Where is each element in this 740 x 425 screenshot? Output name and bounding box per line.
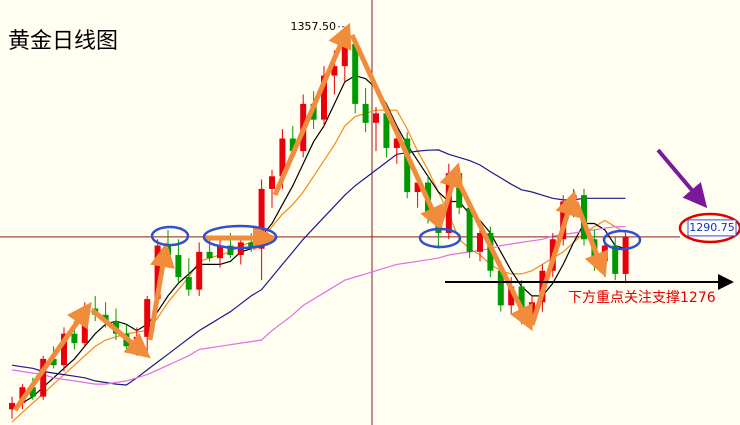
candle-body	[19, 387, 26, 403]
moving-average-line	[11, 226, 626, 385]
high-label: 1357.50	[291, 20, 337, 33]
candle-body	[612, 245, 619, 274]
trend-arrow	[349, 33, 444, 232]
candle-body	[154, 245, 161, 300]
candle-body	[185, 277, 192, 290]
candle-body	[29, 387, 36, 397]
candle-body	[508, 286, 515, 306]
candle-body	[456, 173, 463, 208]
highlight-ellipse	[150, 225, 190, 247]
candle-body	[331, 66, 338, 76]
candle-body	[61, 333, 67, 366]
candle-body	[601, 245, 608, 262]
annotations	[12, 22, 740, 412]
candle-body	[217, 245, 223, 259]
candle-body	[352, 44, 359, 104]
candle-body	[144, 299, 151, 337]
candle-body	[258, 188, 265, 249]
price-label-box	[687, 219, 737, 237]
candle-body	[175, 255, 182, 278]
candle-body	[497, 270, 504, 306]
candle-body	[269, 176, 275, 189]
candle-body	[9, 402, 15, 410]
highlight-ellipse	[602, 229, 642, 251]
candle-body	[622, 236, 629, 274]
candle-body	[383, 113, 390, 148]
chart-title: 黄金日线图	[8, 29, 118, 54]
candle-body	[518, 286, 525, 318]
moving-average-line	[11, 149, 626, 386]
moving-average-line	[11, 109, 626, 423]
pointer-arrow	[656, 148, 708, 209]
candle-body	[40, 358, 47, 397]
candle-body	[50, 358, 57, 366]
candle-body	[477, 232, 483, 252]
candle-body	[393, 138, 400, 148]
candle-body	[341, 44, 348, 67]
trend-arrow	[272, 22, 352, 196]
trend-arrow	[90, 308, 151, 359]
trend-arrow	[147, 242, 175, 341]
candle-body	[206, 251, 213, 259]
candle-body	[373, 113, 379, 123]
trend-arrow	[529, 190, 580, 326]
trend-arrow	[457, 183, 533, 331]
candle-body	[414, 182, 421, 193]
candle-body	[279, 138, 286, 177]
highlight-ellipse	[202, 224, 278, 250]
candle-body	[71, 333, 78, 344]
trend-arrow	[437, 162, 464, 226]
candle-body	[227, 245, 234, 255]
candle-body	[362, 103, 369, 123]
price-label: 1290.75	[689, 221, 735, 234]
candle-body	[404, 138, 411, 193]
candle-body	[321, 75, 327, 120]
candle-body	[289, 138, 296, 152]
price-ellipse	[678, 212, 740, 244]
trend-arrow	[12, 301, 92, 412]
candle-body	[196, 251, 203, 290]
candle-body	[466, 207, 473, 252]
trend-arrow	[573, 201, 609, 278]
candle-body	[248, 242, 255, 249]
annotation-text: 下方重点关注支撑1276	[568, 290, 716, 306]
highlight-ellipse	[418, 227, 462, 249]
